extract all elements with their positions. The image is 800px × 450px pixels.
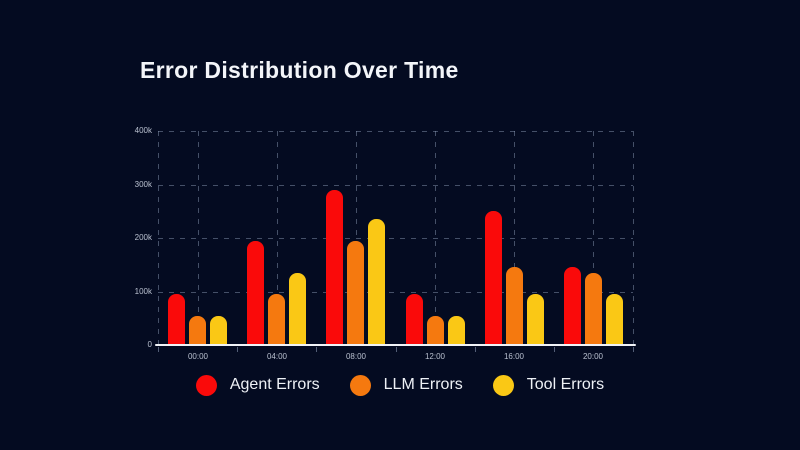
v-gridline [198, 131, 199, 345]
x-axis-line [155, 344, 636, 346]
h-gridline [158, 131, 633, 132]
v-gridline [633, 131, 634, 345]
y-axis-label: 100k [134, 287, 152, 296]
v-gridline [356, 131, 357, 345]
legend-label: LLM Errors [383, 376, 463, 393]
axis-tick [316, 347, 317, 352]
x-axis-label: 04:00 [266, 352, 288, 361]
legend-swatch-tool-errors [492, 374, 514, 396]
x-axis-label: 00:00 [187, 352, 209, 361]
bar-tool-errors [210, 316, 227, 345]
axis-tick [475, 347, 476, 352]
h-gridline [158, 238, 633, 239]
v-gridline [593, 131, 594, 345]
y-axis-label: 300k [134, 180, 152, 189]
y-axis-label: 400k [134, 126, 152, 135]
bar-llm-errors [506, 267, 523, 345]
bar-llm-errors [347, 241, 364, 345]
legend-label: Tool Errors [526, 376, 605, 393]
legend-item: LLM Errors [349, 374, 463, 396]
h-gridline [158, 292, 633, 293]
x-axis-label: 20:00 [582, 352, 604, 361]
bar-tool-errors [527, 294, 544, 345]
legend-item: Agent Errors [195, 374, 320, 396]
v-gridline [158, 131, 159, 345]
bar-llm-errors [585, 273, 602, 345]
bar-agent-errors [326, 190, 343, 345]
bar-agent-errors [247, 241, 264, 345]
legend-label: Agent Errors [229, 376, 320, 393]
chart-legend: Agent Errors LLM Errors Tool Errors [0, 371, 800, 399]
legend-item: Tool Errors [492, 374, 605, 396]
v-gridline [277, 131, 278, 345]
x-axis-label: 08:00 [345, 352, 367, 361]
axis-tick [633, 347, 634, 352]
axis-tick [396, 347, 397, 352]
bar-tool-errors [368, 219, 385, 345]
axis-tick [158, 347, 159, 352]
bar-tool-errors [448, 316, 465, 345]
v-gridline [435, 131, 436, 345]
bar-agent-errors [168, 294, 185, 345]
axis-tick [554, 347, 555, 352]
bar-llm-errors [268, 294, 285, 345]
h-gridline [158, 185, 633, 186]
x-axis-label: 16:00 [503, 352, 525, 361]
y-axis-label: 200k [134, 233, 152, 242]
bar-tool-errors [289, 273, 306, 345]
bar-llm-errors [189, 316, 206, 345]
bar-agent-errors [564, 267, 581, 345]
bar-agent-errors [485, 211, 502, 345]
axis-tick [237, 347, 238, 352]
x-axis-label: 12:00 [424, 352, 446, 361]
chart-title: Error Distribution Over Time [140, 57, 459, 83]
legend-swatch-llm-errors [349, 374, 371, 396]
bar-llm-errors [427, 316, 444, 345]
legend-swatch-agent-errors [195, 374, 217, 396]
bar-tool-errors [606, 294, 623, 345]
v-gridline [514, 131, 515, 345]
y-axis-label: 0 [147, 340, 152, 349]
bar-agent-errors [406, 294, 423, 345]
